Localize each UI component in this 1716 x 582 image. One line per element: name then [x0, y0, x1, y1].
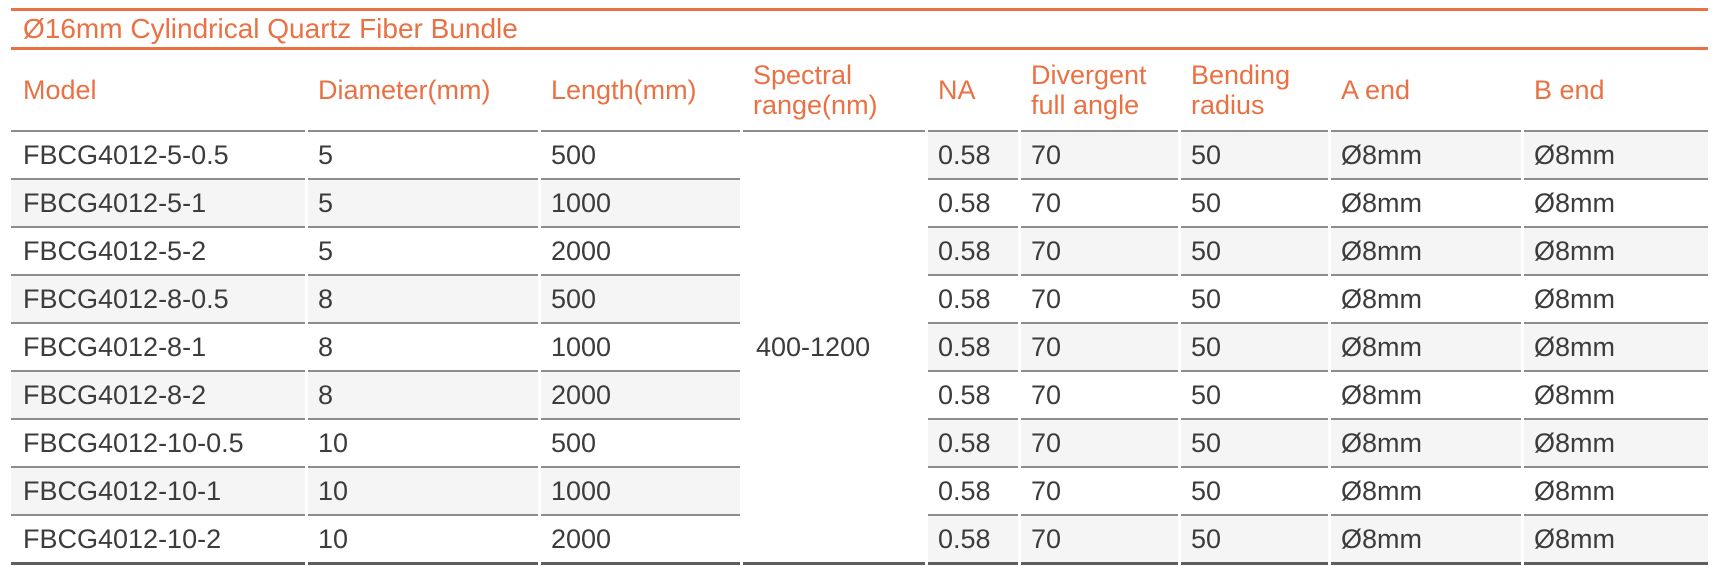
cell-b-end: Ø8mm — [1524, 468, 1709, 516]
cell-a-end: Ø8mm — [1331, 228, 1521, 276]
cell-divergent-full-angle: 70 — [1021, 180, 1178, 228]
table-row: FBCG4012-8-1 8 1000 0.58 70 50 Ø8mm Ø8mm — [11, 324, 1709, 372]
cell-na: 0.58 — [928, 324, 1018, 372]
cell-a-end: Ø8mm — [1331, 276, 1521, 324]
table-title: Ø16mm Cylindrical Quartz Fiber Bundle — [11, 8, 1709, 50]
cell-na: 0.58 — [928, 516, 1018, 565]
cell-diameter: 5 — [308, 132, 538, 180]
table-row: FBCG4012-5-0.5 5 500 400-1200 0.58 70 50 Ø8mm Ø8… — [11, 132, 1709, 565]
cell-diameter: 10 — [308, 420, 538, 468]
cell-bending-radius: 50 — [1181, 180, 1328, 228]
table-body: FBCG4012-5-0.5 5 500 400-1200 0.58 70 50 Ø8mm Ø8… — [11, 132, 1709, 565]
cell-na: 0.58 — [928, 468, 1018, 516]
cell-a-end: Ø8mm — [1331, 132, 1521, 180]
cell-diameter: 10 — [308, 468, 538, 516]
cell-bending-radius: 50 — [1181, 276, 1328, 324]
cell-divergent-full-angle: 70 — [1021, 324, 1178, 372]
column-header-b-end: B end — [1524, 50, 1709, 132]
header-row: Model Diameter(mm) Length(mm) Spectral rang… — [11, 50, 1709, 132]
cell-divergent-full-angle: 70 — [1021, 276, 1178, 324]
cell-model: FBCG4012-5-1 — [11, 180, 305, 228]
column-header-diameter-mm: Diameter(mm) — [308, 50, 538, 132]
cell-diameter: 8 — [308, 324, 538, 372]
cell-a-end: Ø8mm — [1331, 324, 1521, 372]
cell-b-end: Ø8mm — [1524, 180, 1709, 228]
cell-a-end: Ø8mm — [1331, 372, 1521, 420]
column-header-spectral-range-nm: Spectral range(nm) — [743, 50, 925, 132]
fiber-bundle-spec-table: Ø16mm Cylindrical Quartz Fiber Bundle Mo… — [8, 8, 1711, 565]
cell-diameter: 5 — [308, 228, 538, 276]
cell-divergent-full-angle: 70 — [1021, 228, 1178, 276]
cell-model: FBCG4012-5-0.5 — [11, 132, 305, 180]
cell-length: 1000 — [541, 180, 740, 228]
cell-b-end: Ø8mm — [1524, 228, 1709, 276]
cell-divergent-full-angle: 70 — [1021, 468, 1178, 516]
cell-diameter: 8 — [308, 276, 538, 324]
cell-b-end: Ø8mm — [1524, 276, 1709, 324]
title-row: Ø16mm Cylindrical Quartz Fiber Bundle — [11, 8, 1709, 50]
cell-na: 0.58 — [928, 372, 1018, 420]
cell-b-end: Ø8mm — [1524, 516, 1709, 565]
cell-length: 2000 — [541, 228, 740, 276]
cell-model: FBCG4012-10-0.5 — [11, 420, 305, 468]
cell-na: 0.58 — [928, 180, 1018, 228]
table-row: FBCG4012-5-1 5 1000 0.58 70 50 Ø8mm Ø8mm — [11, 180, 1709, 228]
cell-bending-radius: 50 — [1181, 228, 1328, 276]
cell-na: 0.58 — [928, 276, 1018, 324]
cell-bending-radius: 50 — [1181, 516, 1328, 565]
cell-divergent-full-angle: 70 — [1021, 372, 1178, 420]
cell-b-end: Ø8mm — [1524, 420, 1709, 468]
cell-a-end: Ø8mm — [1331, 420, 1521, 468]
cell-model: FBCG4012-8-2 — [11, 372, 305, 420]
cell-divergent-full-angle: 70 — [1021, 132, 1178, 180]
table-row: FBCG4012-10-2 10 2000 0.58 70 50 Ø8mm Ø8mm — [11, 516, 1709, 565]
cell-na: 0.58 — [928, 420, 1018, 468]
cell-spectral-range-merged: 400-1200 — [743, 132, 925, 565]
cell-na: 0.58 — [928, 228, 1018, 276]
table-row: FBCG4012-8-2 8 2000 0.58 70 50 Ø8mm Ø8mm — [11, 372, 1709, 420]
table-row: FBCG4012-5-2 5 2000 0.58 70 50 Ø8mm Ø8mm — [11, 228, 1709, 276]
cell-a-end: Ø8mm — [1331, 468, 1521, 516]
cell-model: FBCG4012-8-1 — [11, 324, 305, 372]
cell-a-end: Ø8mm — [1331, 516, 1521, 565]
cell-model: FBCG4012-10-1 — [11, 468, 305, 516]
cell-b-end: Ø8mm — [1524, 324, 1709, 372]
cell-na: 0.58 — [928, 132, 1018, 180]
cell-bending-radius: 50 — [1181, 132, 1328, 180]
table-row: FBCG4012-10-1 10 1000 0.58 70 50 Ø8mm Ø8mm — [11, 468, 1709, 516]
cell-length: 2000 — [541, 372, 740, 420]
cell-bending-radius: 50 — [1181, 324, 1328, 372]
cell-length: 500 — [541, 420, 740, 468]
table-row: FBCG4012-10-0.5 10 500 0.58 70 50 Ø8mm Ø8mm — [11, 420, 1709, 468]
cell-model: FBCG4012-8-0.5 — [11, 276, 305, 324]
cell-b-end: Ø8mm — [1524, 132, 1709, 180]
cell-diameter: 10 — [308, 516, 538, 565]
cell-length: 1000 — [541, 468, 740, 516]
column-header-model: Model — [11, 50, 305, 132]
cell-diameter: 5 — [308, 180, 538, 228]
cell-length: 2000 — [541, 516, 740, 565]
cell-divergent-full-angle: 70 — [1021, 420, 1178, 468]
cell-divergent-full-angle: 70 — [1021, 516, 1178, 565]
column-header-na: NA — [928, 50, 1018, 132]
table-row: FBCG4012-8-0.5 8 500 0.58 70 50 Ø8mm Ø8mm — [11, 276, 1709, 324]
cell-bending-radius: 50 — [1181, 468, 1328, 516]
column-header-divergent-full-angle: Divergent full angle — [1021, 50, 1178, 132]
column-header-a-end: A end — [1331, 50, 1521, 132]
cell-b-end: Ø8mm — [1524, 372, 1709, 420]
cell-diameter: 8 — [308, 372, 538, 420]
catalog-page: Ø16mm Cylindrical Quartz Fiber Bundle Mo… — [8, 8, 1711, 565]
cell-length: 500 — [541, 276, 740, 324]
cell-model: FBCG4012-10-2 — [11, 516, 305, 565]
column-header-bending-radius: Bending radius — [1181, 50, 1328, 132]
cell-bending-radius: 50 — [1181, 420, 1328, 468]
column-header-length-mm: Length(mm) — [541, 50, 740, 132]
cell-length: 1000 — [541, 324, 740, 372]
cell-model: FBCG4012-5-2 — [11, 228, 305, 276]
cell-length: 500 — [541, 132, 740, 180]
cell-a-end: Ø8mm — [1331, 180, 1521, 228]
cell-bending-radius: 50 — [1181, 372, 1328, 420]
